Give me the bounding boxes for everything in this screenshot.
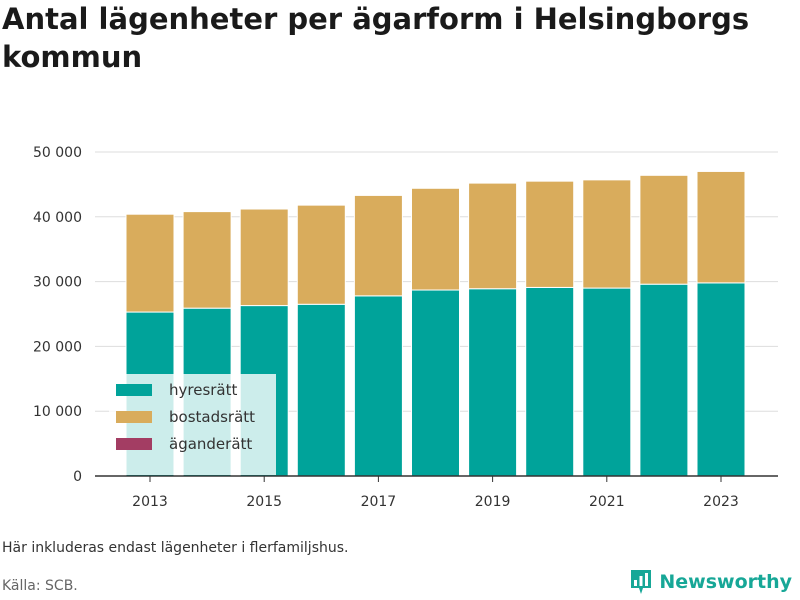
y-tick-label: 10 000 — [33, 404, 82, 420]
legend-swatch — [116, 384, 152, 396]
y-tick-label: 0 — [73, 469, 82, 485]
bar-segment-bostadsratt — [125, 213, 175, 313]
x-tick-label: 2023 — [703, 494, 739, 510]
legend-swatch — [116, 438, 152, 450]
bar-segment-bostadsratt — [182, 211, 232, 309]
y-tick-label: 30 000 — [33, 275, 82, 291]
bar-segment-hyresratt — [411, 289, 460, 477]
bar-segment-bostadsratt — [239, 208, 289, 307]
legend-label: äganderätt — [169, 435, 252, 453]
newsworthy-logo-icon — [631, 570, 652, 594]
bar-segment-bostadsratt — [296, 204, 346, 305]
bar-segment-hyresratt — [582, 287, 632, 477]
bar-segment-bostadsratt — [696, 170, 746, 284]
bar-segment-bostadsratt — [468, 182, 518, 290]
bar-segment-bostadsratt — [582, 179, 632, 289]
bar-segment-bostadsratt — [525, 180, 575, 288]
legend-swatch — [116, 411, 152, 423]
source-note: Källa: SCB. — [2, 578, 78, 594]
bar-segment-bostadsratt — [411, 187, 460, 291]
bar-segment-hyresratt — [468, 288, 518, 477]
x-tick-label: 2019 — [475, 494, 511, 510]
bar-segment-hyresratt — [525, 286, 575, 477]
y-tick-label: 50 000 — [33, 145, 82, 161]
chart-title: Antal lägenheter per ägarform i Helsingb… — [2, 2, 750, 74]
legend-label: hyresrätt — [169, 381, 238, 399]
legend-label: bostadsrätt — [169, 408, 255, 426]
y-axis: 0 10 000 20 000 30 000 40 000 50 000 — [33, 145, 82, 485]
x-tick-label: 2013 — [132, 494, 168, 510]
y-tick-label: 20 000 — [33, 339, 82, 355]
bar-segment-hyresratt — [353, 295, 403, 477]
x-tick-label: 2015 — [246, 494, 282, 510]
legend: hyresrätt bostadsrätt äganderätt — [109, 374, 276, 475]
y-tick-label: 40 000 — [33, 210, 82, 226]
brand[interactable]: Newsworthy — [629, 568, 792, 596]
bar-segment-hyresratt — [639, 283, 689, 477]
x-tick-label: 2021 — [589, 494, 625, 510]
x-axis: 2013 2015 2017 2019 2021 2023 — [95, 475, 778, 510]
bar-segment-bostadsratt — [353, 194, 403, 297]
bar-segment-hyresratt — [296, 303, 346, 477]
brand-name: Newsworthy — [659, 571, 792, 593]
x-tick-label: 2017 — [361, 494, 397, 510]
footnote: Här inkluderas endast lägenheter i flerf… — [2, 540, 349, 556]
bar-segment-hyresratt — [696, 282, 746, 477]
bar-segment-bostadsratt — [639, 174, 689, 285]
